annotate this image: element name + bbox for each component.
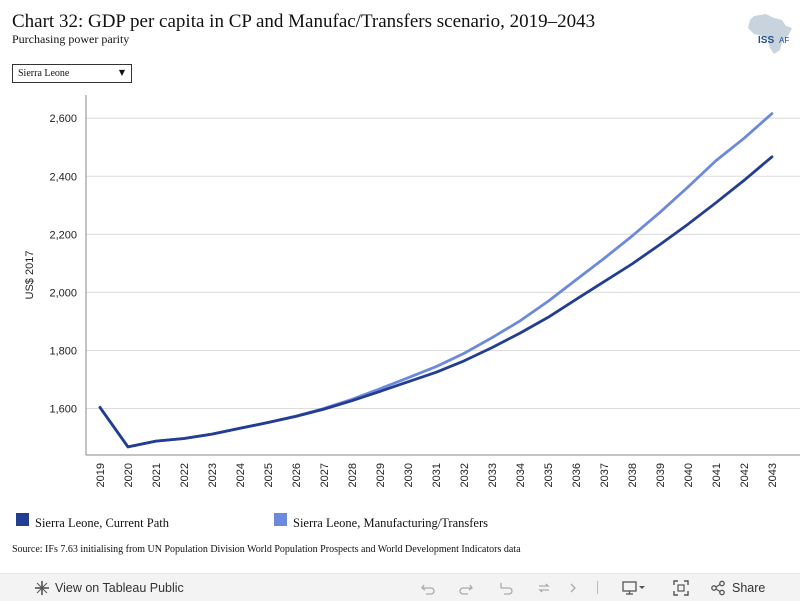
x-tick-label: 2026 — [291, 463, 303, 487]
x-tick-label: 2035 — [543, 463, 555, 487]
logo-suffix: AF — [779, 36, 789, 45]
tableau-footer: View on Tableau Public Share — [0, 573, 800, 601]
legend-swatch-current-path — [16, 512, 29, 526]
x-tick-label: 2040 — [683, 463, 695, 487]
pause-icon[interactable] — [566, 580, 582, 596]
fullscreen-icon[interactable] — [673, 580, 689, 596]
x-tick-label: 2032 — [459, 463, 471, 487]
legend-item-manufacturing[interactable]: Sierra Leone, Manufacturing/Transfers — [274, 510, 488, 530]
series-lines — [98, 112, 774, 449]
y-tick-labels: 1,600 1,800 2,000 2,200 2,400 2,600 — [49, 113, 77, 415]
x-tick-label: 2028 — [347, 463, 359, 487]
y-tick-label: 2,400 — [49, 171, 77, 183]
y-tick-label: 2,200 — [49, 229, 77, 241]
country-select-value: Sierra Leone — [18, 68, 70, 79]
chart-title: Chart 32: GDP per capita in CP and Manuf… — [12, 11, 596, 32]
x-tick-label: 2020 — [123, 463, 135, 487]
axes — [85, 95, 800, 456]
share-icon[interactable] — [710, 580, 726, 596]
y-axis-label: US$ 2017 — [24, 251, 36, 300]
revert-icon[interactable] — [498, 580, 514, 596]
x-tick-label: 2022 — [179, 463, 191, 487]
x-tick-label: 2025 — [263, 463, 275, 487]
share-button[interactable]: Share — [732, 581, 766, 595]
refresh-icon[interactable] — [536, 580, 552, 596]
iss-africa-logo: ISS AF — [748, 14, 792, 54]
footer-separator — [597, 581, 598, 594]
device-preview-icon[interactable] — [622, 580, 646, 596]
legend-swatch-manufacturing — [274, 512, 287, 526]
y-tick-label: 2,600 — [49, 113, 77, 125]
x-tick-label: 2031 — [431, 463, 443, 487]
x-tick-label: 2039 — [655, 463, 667, 487]
view-on-tableau-link[interactable]: View on Tableau Public — [55, 581, 184, 595]
chevron-down-icon: ▼ — [118, 68, 125, 77]
tableau-logo-icon — [35, 581, 49, 595]
x-tick-label: 2034 — [515, 463, 527, 487]
x-tick-label: 2023 — [207, 463, 219, 487]
x-tick-label: 2024 — [235, 463, 247, 487]
x-tick-labels: 2019 2020 2021 2022 2023 2024 2025 2026 2027 2028… — [95, 463, 779, 487]
y-tick-label: 2,000 — [49, 287, 77, 299]
x-tick-label: 2021 — [151, 463, 163, 487]
undo-icon[interactable] — [420, 580, 436, 596]
series-line-current-path — [98, 155, 774, 449]
source-note: Source: IFs 7.63 initialising from UN Po… — [12, 544, 521, 555]
x-tick-label: 2029 — [375, 463, 387, 487]
series-line-manufacturing — [98, 112, 774, 449]
x-tick-label: 2036 — [571, 463, 583, 487]
x-tick-label: 2041 — [711, 463, 723, 487]
x-tick-label: 2030 — [403, 463, 415, 487]
legend-label-current-path: Sierra Leone, Current Path — [35, 515, 169, 530]
x-tick-label: 2038 — [627, 463, 639, 487]
y-tick-label: 1,800 — [49, 345, 77, 357]
country-select[interactable]: Sierra Leone ▼ — [12, 64, 132, 83]
legend-label-manufacturing: Sierra Leone, Manufacturing/Transfers — [293, 515, 488, 530]
y-tick-label: 1,600 — [49, 404, 77, 416]
x-tick-label: 2037 — [599, 463, 611, 487]
chart-subtitle: Purchasing power parity — [12, 32, 130, 46]
x-tick-label: 2043 — [767, 463, 779, 487]
logo-text: ISS — [758, 35, 774, 46]
x-tick-label: 2033 — [487, 463, 499, 487]
x-tick-label: 2042 — [739, 463, 751, 487]
x-tick-label: 2019 — [95, 463, 107, 487]
legend-item-current-path[interactable]: Sierra Leone, Current Path — [16, 510, 169, 530]
x-tick-label: 2027 — [319, 463, 331, 487]
redo-icon[interactable] — [458, 580, 474, 596]
grid-lines — [86, 117, 800, 410]
